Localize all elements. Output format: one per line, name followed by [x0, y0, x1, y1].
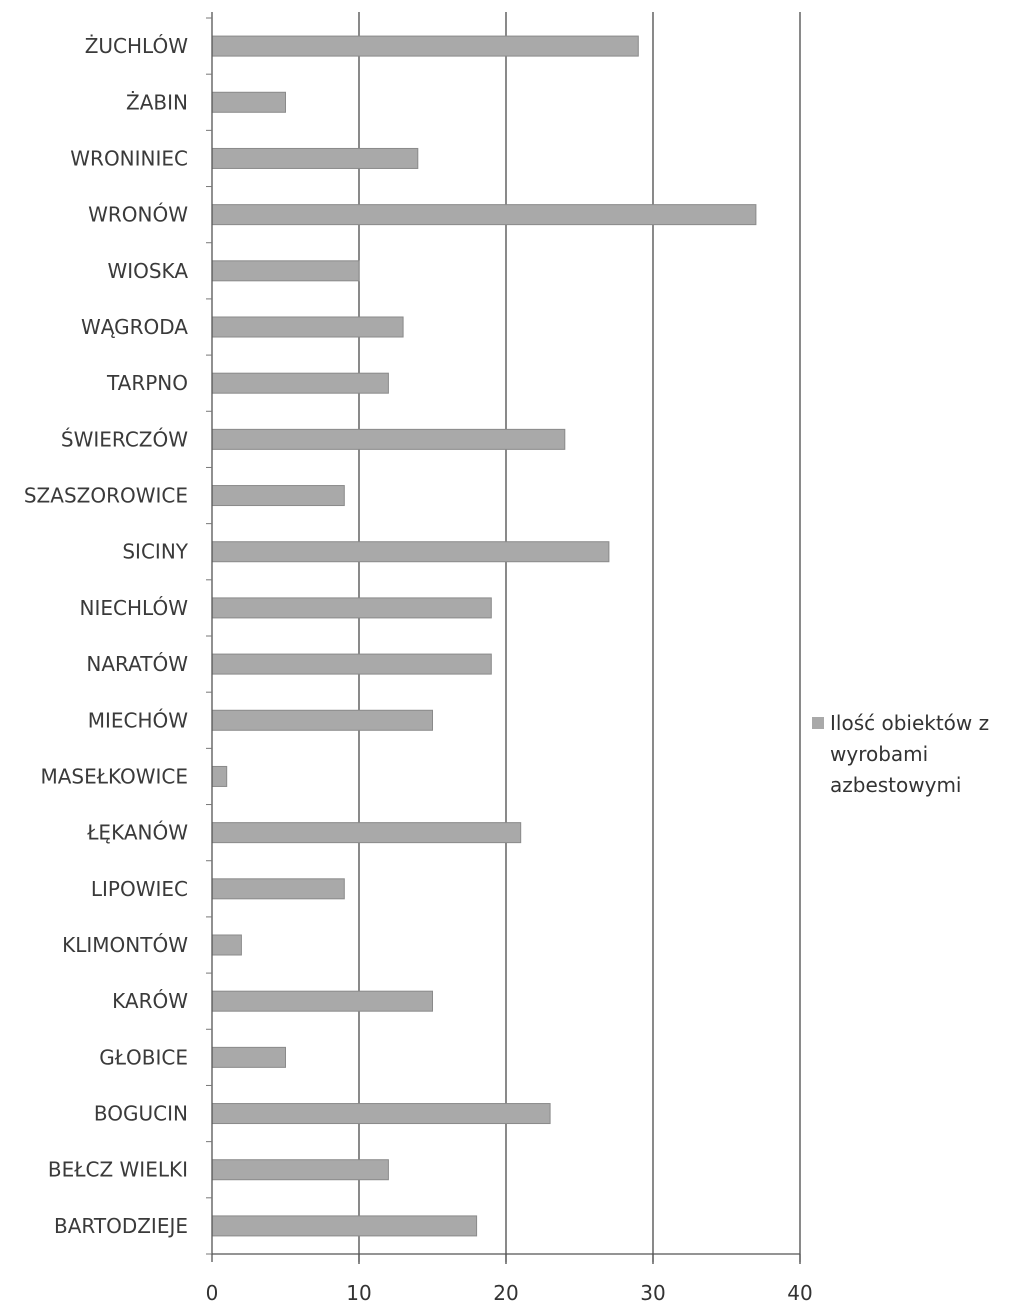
x-tick-label: 0: [206, 1281, 219, 1305]
gridlines: [358, 12, 801, 1264]
bar: [211, 541, 610, 563]
bar: [211, 597, 492, 619]
bars: [211, 35, 757, 1237]
bar: [211, 822, 522, 844]
bar: [211, 653, 492, 675]
bar: [211, 204, 757, 226]
category-label: GŁOBICE: [99, 1045, 188, 1069]
category-label: WIOSKA: [107, 259, 188, 283]
legend-swatch: [812, 717, 824, 729]
category-labels: ŻUCHLÓW ŻABIN WRONINIEC WRONÓW WIOSKA WĄGRODA…: [24, 34, 189, 1238]
category-label: NIECHLÓW: [80, 596, 189, 620]
bar: [211, 990, 433, 1012]
category-label: MASEŁKOWICE: [40, 764, 188, 788]
category-label: NARATÓW: [86, 652, 188, 676]
bar: [211, 147, 419, 169]
bar: [211, 1215, 478, 1237]
category-label: KLIMONTÓW: [62, 933, 188, 957]
legend: Ilość obiektów z wyrobami azbestowymi: [812, 708, 1010, 801]
x-tick-label: 20: [493, 1281, 518, 1305]
category-label: KARÓW: [112, 989, 188, 1013]
category-label: SZASZOROWICE: [24, 484, 188, 508]
bar: [211, 372, 389, 394]
category-label: ŻUCHLÓW: [85, 34, 189, 58]
bar: [211, 765, 228, 787]
x-tick-label: 30: [640, 1281, 665, 1305]
bar: [211, 1159, 389, 1181]
category-label: WĄGRODA: [81, 315, 188, 339]
category-label: BEŁCZ WIELKI: [48, 1158, 188, 1182]
bar: [211, 428, 566, 450]
category-label: ŁĘKANÓW: [86, 821, 188, 845]
x-tick-label: 40: [787, 1281, 812, 1305]
bar: [211, 934, 242, 956]
bar: [211, 91, 286, 113]
x-tick-labels: 0 10 20 30 40: [206, 1281, 813, 1305]
category-label: WRONÓW: [88, 203, 188, 227]
bar: [211, 1046, 286, 1068]
bar: [211, 35, 639, 57]
category-label: BOGUCIN: [94, 1102, 188, 1126]
category-label: LIPOWIEC: [91, 877, 188, 901]
bar: [211, 316, 404, 338]
bar: [211, 260, 360, 282]
category-label: TARPNO: [106, 371, 188, 395]
category-label: MIECHÓW: [88, 708, 189, 732]
category-label: ŻABIN: [126, 90, 188, 114]
bar: [211, 485, 345, 507]
bar: [211, 878, 345, 900]
bar: [211, 1103, 551, 1125]
category-label: ŚWIERCZÓW: [61, 427, 188, 451]
legend-label: Ilość obiektów z wyrobami azbestowymi: [830, 711, 990, 797]
bar: [211, 709, 433, 731]
axes: [206, 12, 801, 1262]
category-label: BARTODZIEJE: [54, 1214, 188, 1238]
x-tick-label: 10: [346, 1281, 371, 1305]
category-label: WRONINIEC: [70, 146, 188, 170]
category-label: SICINY: [122, 540, 188, 564]
